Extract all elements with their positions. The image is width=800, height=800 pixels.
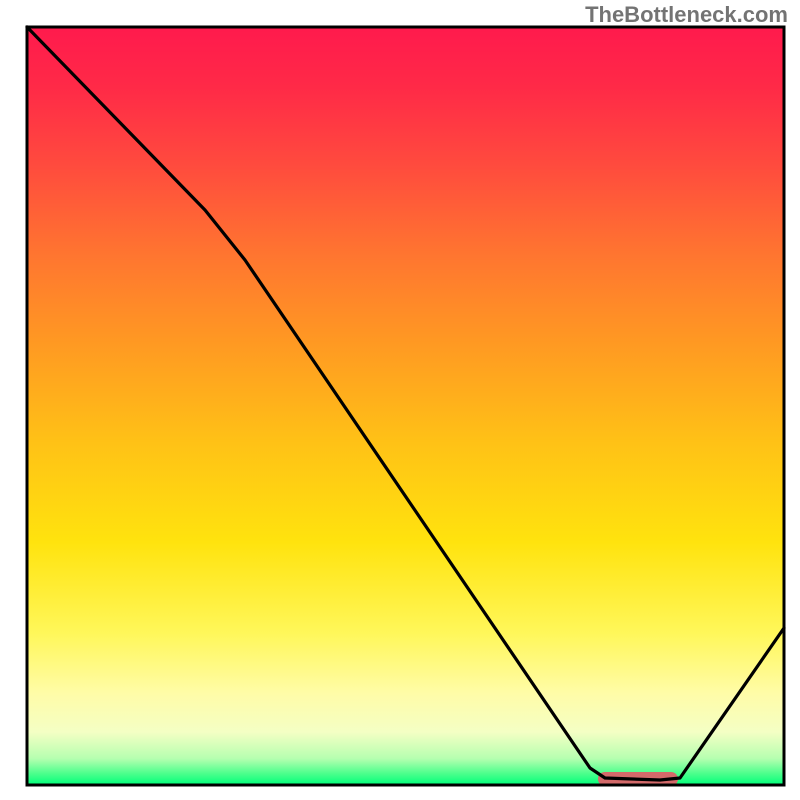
bottleneck-curve (27, 27, 784, 780)
curve-layer (0, 0, 800, 800)
watermark-text: TheBottleneck.com (585, 2, 788, 28)
chart-root: TheBottleneck.com (0, 0, 800, 800)
plot-border (27, 27, 784, 785)
